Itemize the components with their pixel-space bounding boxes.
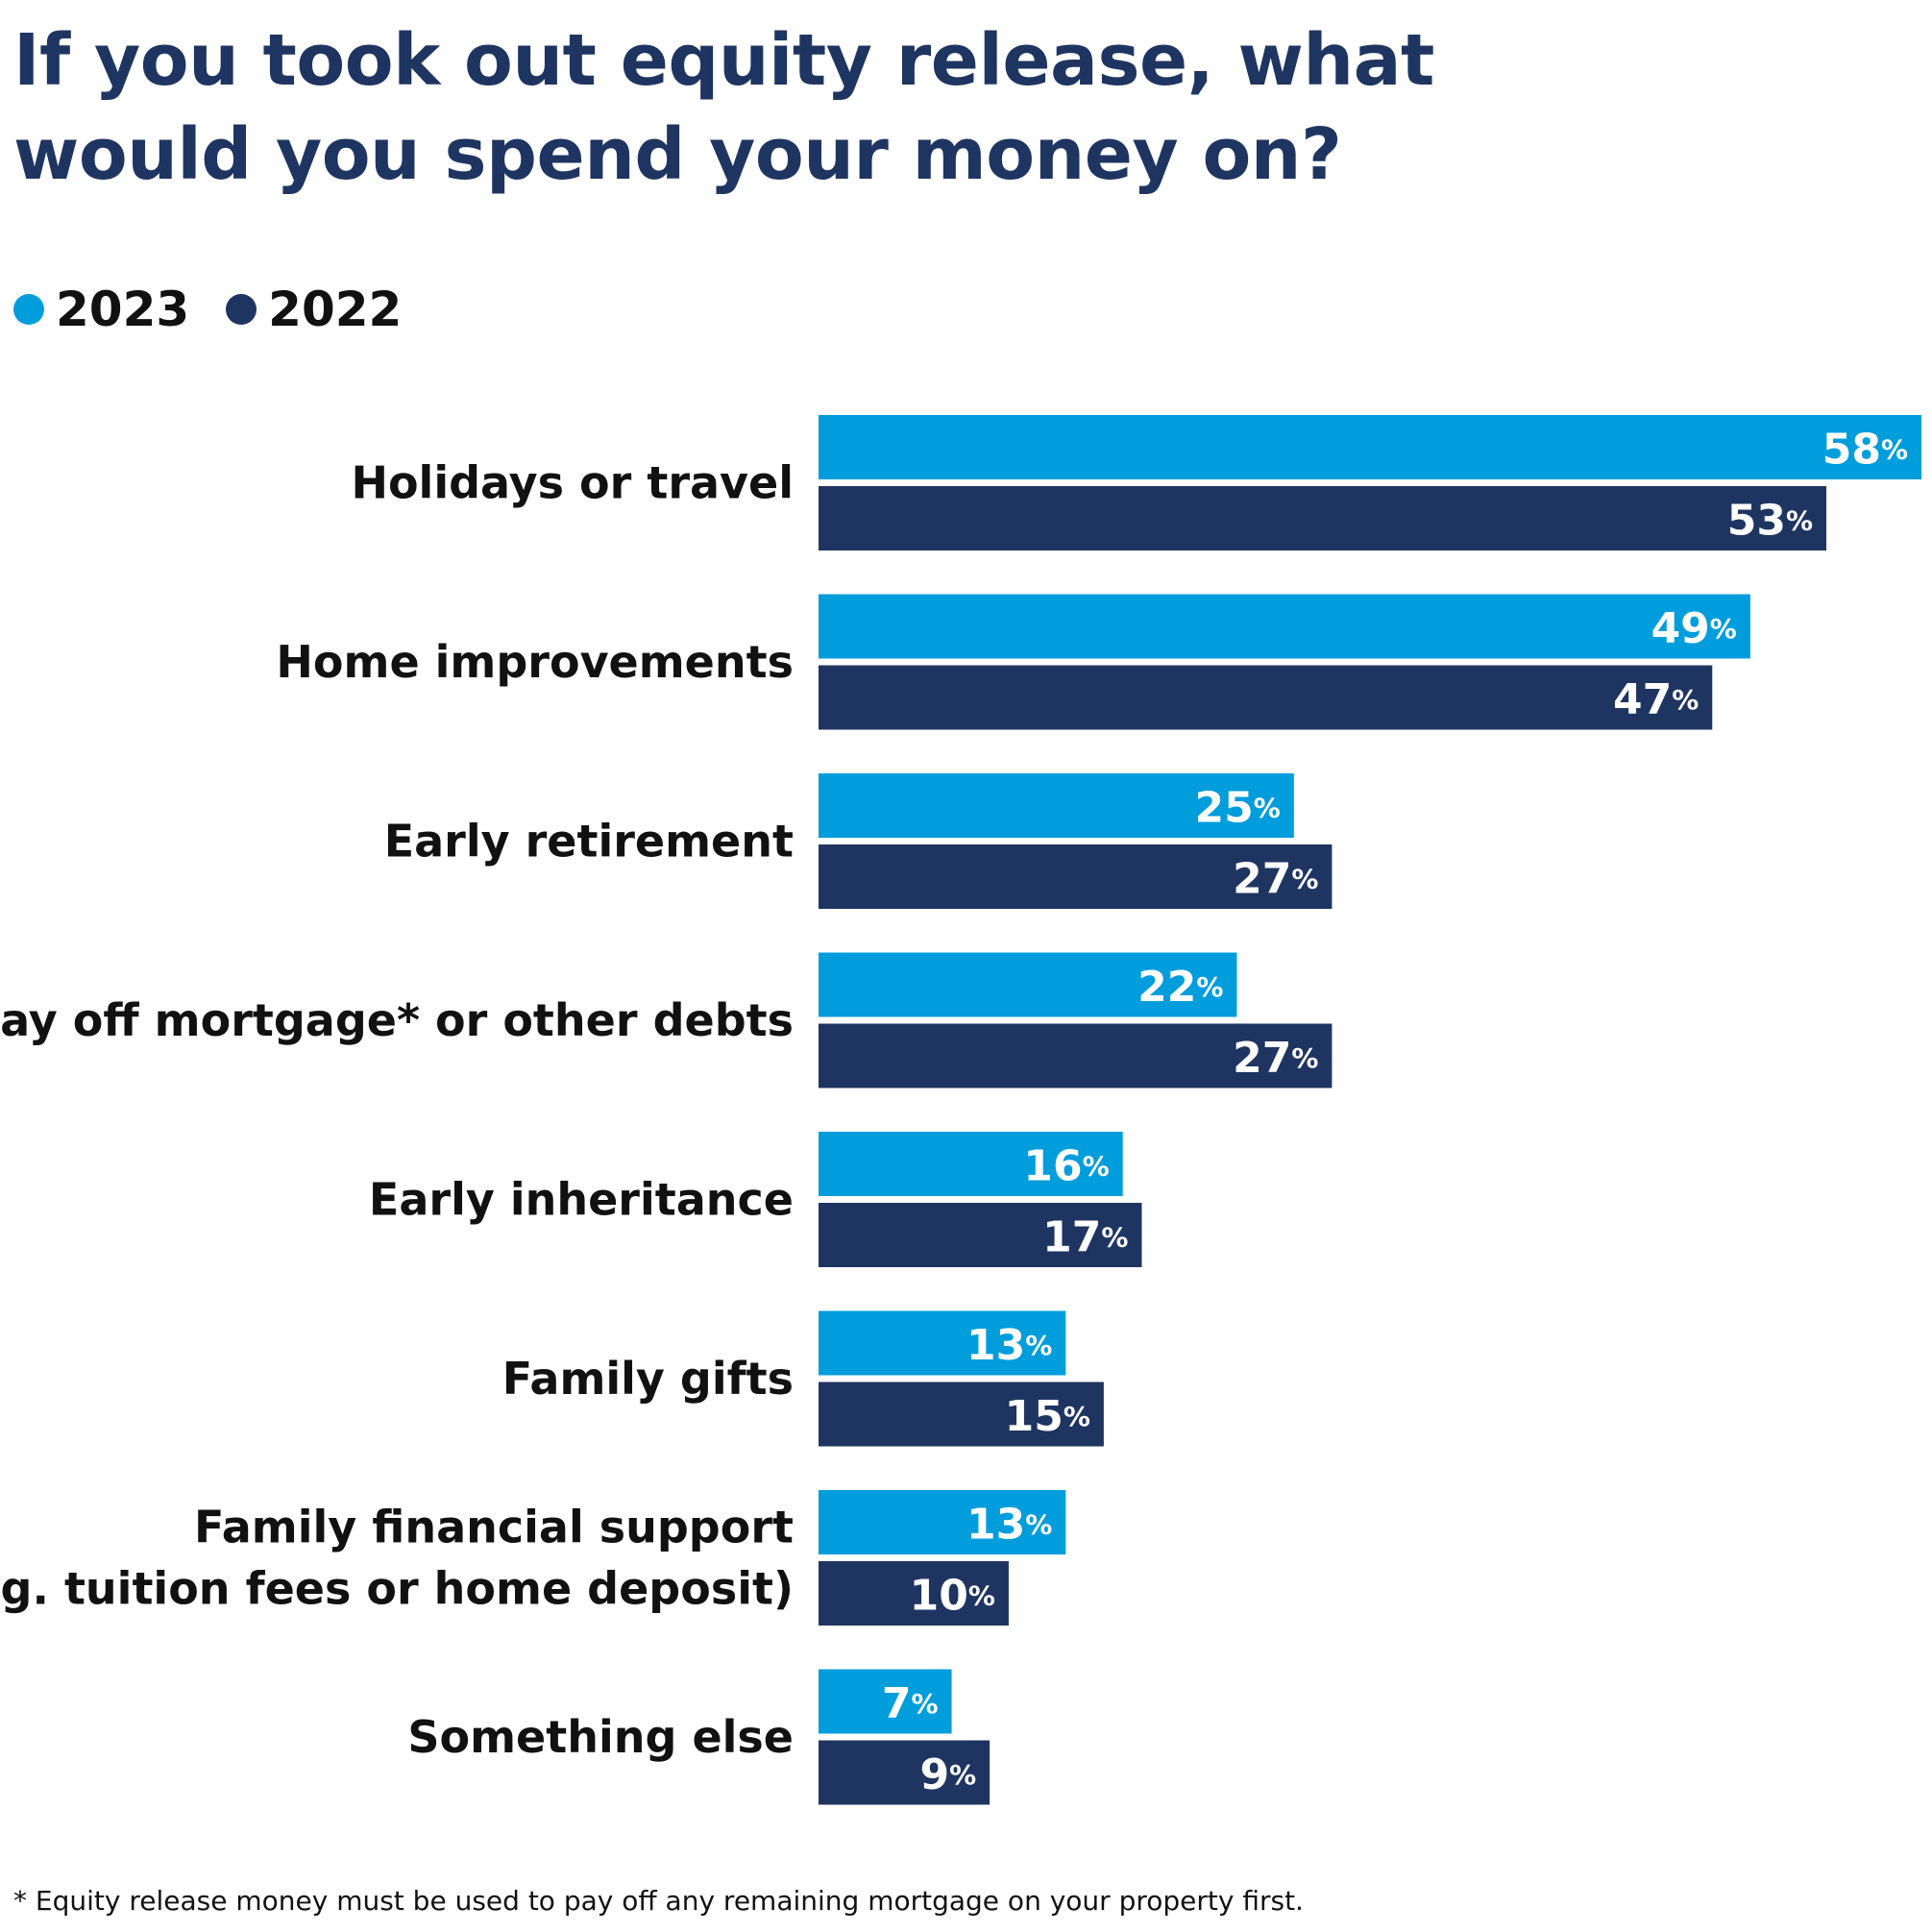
- bar-2022: [819, 1740, 990, 1805]
- bar-2022: [819, 1382, 1104, 1447]
- bar-2023: [819, 1310, 1066, 1376]
- data-label-unit: %: [1710, 613, 1737, 645]
- data-label-value: 9: [919, 1750, 949, 1799]
- data-label-2023: 13%: [966, 1321, 1052, 1370]
- data-label-unit: %: [1025, 1330, 1052, 1361]
- bar-2023: [819, 1132, 1123, 1196]
- data-label-unit: %: [1291, 1042, 1318, 1074]
- category-label: Family financial support: [194, 1502, 794, 1553]
- bar-2022: [819, 844, 1333, 909]
- data-label-value: 58: [1822, 425, 1881, 474]
- legend-label-2022: 2022: [268, 281, 403, 337]
- data-label-unit: %: [968, 1579, 995, 1611]
- data-label-unit: %: [1254, 792, 1281, 823]
- category-label: Holidays or travel: [351, 457, 794, 509]
- bar-2022: [819, 1203, 1142, 1267]
- category-label: Home improvements: [276, 636, 794, 688]
- data-label-value: 47: [1613, 675, 1672, 724]
- bar-2023: [819, 415, 1921, 479]
- data-label-value: 22: [1137, 963, 1196, 1012]
- bar-2023: [819, 1490, 1066, 1554]
- data-label-value: 25: [1195, 783, 1254, 832]
- bar-2023: [819, 952, 1237, 1017]
- data-label-unit: %: [1064, 1401, 1090, 1432]
- footnote: * Equity release money must be used to p…: [13, 1885, 1304, 1917]
- data-label-unit: %: [1672, 684, 1699, 716]
- bar-2023: [819, 1669, 952, 1734]
- data-label-2022: 27%: [1233, 1034, 1318, 1083]
- data-label-value: 53: [1727, 496, 1786, 545]
- data-label-unit: %: [1786, 504, 1813, 536]
- data-label-value: 27: [1233, 854, 1291, 903]
- legend-item-2023: 2023: [13, 281, 189, 337]
- data-label-value: 13: [966, 1500, 1025, 1549]
- data-label-2022: 9%: [919, 1750, 976, 1799]
- category-label: Family gifts: [502, 1353, 794, 1405]
- bar-2022: [819, 1023, 1333, 1088]
- data-label-2022: 10%: [910, 1571, 995, 1620]
- data-label-value: 13: [966, 1321, 1025, 1370]
- data-label-value: 16: [1023, 1141, 1082, 1190]
- data-label-2022: 53%: [1727, 496, 1813, 545]
- data-label-2023: 13%: [966, 1500, 1052, 1549]
- data-label-value: 15: [1005, 1392, 1064, 1441]
- data-label-unit: %: [1025, 1508, 1052, 1540]
- legend-dot-2023-icon: [13, 294, 44, 325]
- data-label-unit: %: [1196, 971, 1223, 1003]
- data-label-2022: 47%: [1613, 675, 1699, 724]
- data-label-2023: 16%: [1023, 1141, 1109, 1190]
- data-label-2023: 22%: [1137, 963, 1223, 1012]
- data-label-value: 49: [1651, 604, 1710, 653]
- bar-2022: [819, 1561, 1009, 1626]
- legend-item-2022: 2022: [226, 281, 402, 337]
- data-label-2023: 7%: [882, 1679, 939, 1728]
- chart-title: If you took out equity release, what wou…: [13, 19, 1434, 196]
- data-label-2023: 58%: [1822, 425, 1908, 474]
- legend: 2023 2022: [13, 281, 438, 338]
- category-label: (e.g. tuition fees or home deposit): [0, 1563, 794, 1615]
- data-label-2023: 49%: [1651, 604, 1737, 653]
- data-label-unit: %: [1291, 863, 1318, 894]
- bar-2023: [819, 773, 1294, 838]
- data-label-value: 10: [910, 1571, 968, 1620]
- data-label-value: 7: [882, 1679, 912, 1728]
- data-label-value: 17: [1042, 1212, 1101, 1261]
- data-label-unit: %: [1881, 433, 1908, 465]
- data-label-unit: %: [1101, 1221, 1128, 1253]
- data-label-unit: %: [911, 1688, 938, 1720]
- bar-2022: [819, 486, 1827, 550]
- data-label-value: 27: [1233, 1034, 1291, 1083]
- legend-dot-2022-icon: [226, 294, 257, 325]
- data-label-2023: 25%: [1195, 783, 1281, 832]
- data-label-2022: 15%: [1005, 1392, 1090, 1441]
- data-label-2022: 17%: [1042, 1212, 1128, 1261]
- data-label-unit: %: [1083, 1150, 1110, 1182]
- bar-2022: [819, 665, 1713, 730]
- category-label: Early retirement: [384, 816, 794, 868]
- category-label: Early inheritance: [369, 1174, 794, 1226]
- category-label: Something else: [407, 1711, 794, 1763]
- bar-2023: [819, 594, 1750, 659]
- data-label-2022: 27%: [1233, 854, 1318, 903]
- category-label: Pay off mortgage* or other debts: [0, 994, 794, 1046]
- legend-label-2023: 2023: [56, 281, 190, 337]
- data-label-unit: %: [949, 1759, 976, 1791]
